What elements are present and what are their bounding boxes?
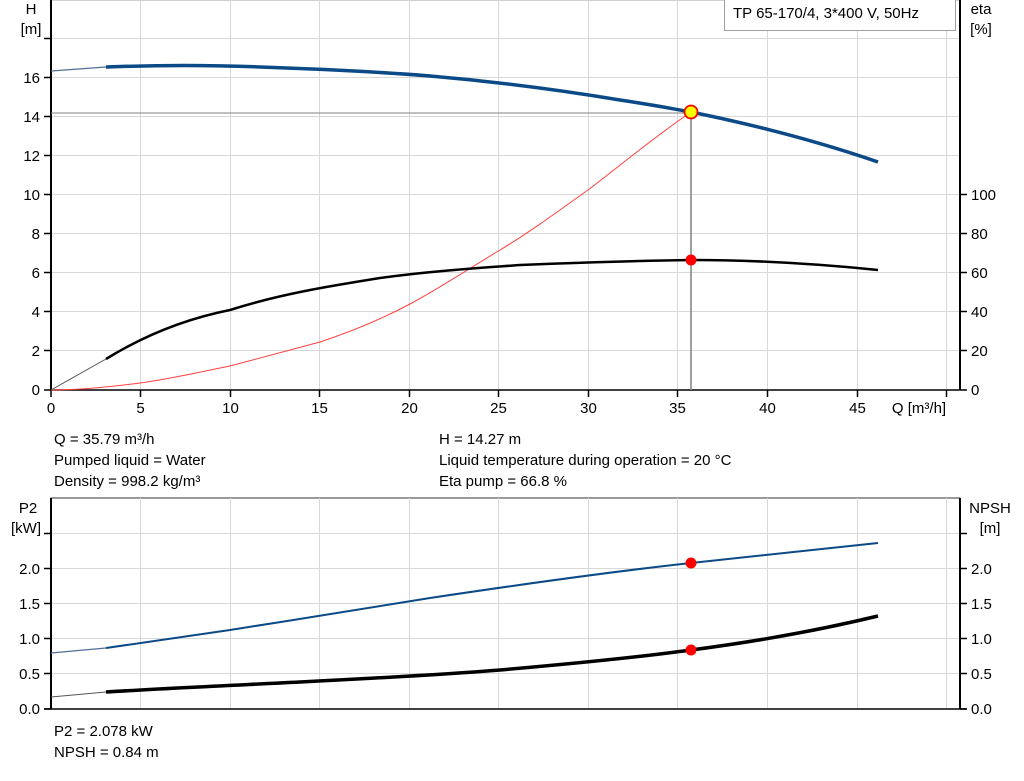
svg-text:15: 15 <box>311 400 328 417</box>
svg-text:6: 6 <box>32 265 40 282</box>
y-axis-unit-kw: [kW] <box>11 520 41 537</box>
p2-curve <box>105 542 879 649</box>
top-chart: H [m] eta [%] Q [m³/h] 0 2 4 6 8 10 12 1… <box>21 0 996 417</box>
pump-title-box: TP 65-170/4, 3*400 V, 50Hz <box>724 0 956 31</box>
bottom-info: P2 = 2.078 kW NPSH = 0.84 m <box>54 721 159 763</box>
svg-text:40: 40 <box>971 304 988 321</box>
svg-text:25: 25 <box>490 400 507 417</box>
svg-text:1.5: 1.5 <box>971 596 992 613</box>
info-pumped-liquid: Pumped liquid = Water <box>54 452 206 469</box>
eta-duty-point <box>685 254 697 266</box>
y-axis-label-h: H <box>26 1 37 18</box>
svg-text:2.0: 2.0 <box>19 561 40 578</box>
svg-text:100: 100 <box>971 187 996 204</box>
svg-text:5: 5 <box>136 400 144 417</box>
svg-text:1.5: 1.5 <box>19 596 40 613</box>
svg-text:35: 35 <box>669 400 686 417</box>
svg-text:0.0: 0.0 <box>19 701 40 718</box>
h-pump-curve <box>105 63 879 164</box>
top-info-left: Q = 35.79 m³/h Pumped liquid = Water Den… <box>54 429 206 492</box>
system-curve <box>50 111 692 391</box>
info-h: H = 14.27 m <box>439 431 522 448</box>
npsh-tick-labels: 0.0 0.5 1.0 1.5 2.0 <box>971 561 992 718</box>
svg-text:0: 0 <box>32 382 40 399</box>
info-p2: P2 = 2.078 kW <box>54 723 153 740</box>
svg-text:0.0: 0.0 <box>971 701 992 718</box>
svg-text:16: 16 <box>23 70 40 87</box>
svg-text:0.5: 0.5 <box>971 666 992 683</box>
svg-text:10: 10 <box>23 187 40 204</box>
info-npsh: NPSH = 0.84 m <box>54 744 159 761</box>
p2-curve-extrapolated <box>50 647 107 654</box>
svg-text:0.5: 0.5 <box>19 666 40 683</box>
p2-duty-point <box>685 557 697 569</box>
y-axis-unit-m: [m] <box>21 21 42 38</box>
svg-text:20: 20 <box>401 400 418 417</box>
svg-text:40: 40 <box>759 400 776 417</box>
y2-axis-label-npsh: NPSH <box>969 500 1011 517</box>
svg-text:30: 30 <box>580 400 597 417</box>
svg-text:2: 2 <box>32 343 40 360</box>
x-axis-label-q: Q [m³/h] <box>892 400 946 417</box>
info-q: Q = 35.79 m³/h <box>54 431 155 448</box>
svg-text:60: 60 <box>971 265 988 282</box>
top-info-right: H = 14.27 m Liquid temperature during op… <box>439 429 731 492</box>
npsh-curve-extrapolated <box>50 691 107 698</box>
npsh-curve <box>105 614 879 694</box>
h-duty-point <box>683 104 699 120</box>
eta-curve <box>105 258 879 361</box>
svg-text:12: 12 <box>23 148 40 165</box>
info-density: Density = 998.2 kg/m³ <box>54 473 201 490</box>
npsh-duty-point <box>685 644 697 656</box>
svg-text:2.0: 2.0 <box>971 561 992 578</box>
svg-text:0: 0 <box>971 382 979 399</box>
p2-tick-labels: 0.0 0.5 1.0 1.5 2.0 <box>19 561 40 718</box>
svg-text:10: 10 <box>222 400 239 417</box>
eta-curve-extrapolated <box>50 358 107 391</box>
svg-text:14: 14 <box>23 109 40 126</box>
info-liquid-temperature: Liquid temperature during operation = 20… <box>439 452 732 469</box>
svg-text:0: 0 <box>47 400 55 417</box>
y-tick-labels: 0 2 4 6 8 10 12 14 16 <box>23 70 40 399</box>
svg-text:20: 20 <box>971 343 988 360</box>
bottom-chart: P2 [kW] NPSH [m] 0.0 0.5 1.0 1.5 2.0 0.0… <box>11 497 1011 718</box>
y2-axis-unit-percent: [%] <box>970 21 992 38</box>
svg-text:45: 45 <box>849 400 866 417</box>
y2-axis-unit-m: [m] <box>980 520 1001 537</box>
x-tick-labels: 0 5 10 15 20 25 30 35 40 45 <box>47 400 866 417</box>
y2-tick-labels: 0 20 40 60 80 100 <box>971 187 996 399</box>
svg-text:1.0: 1.0 <box>971 631 992 648</box>
bottom-grid <box>51 498 960 709</box>
svg-text:8: 8 <box>32 226 40 243</box>
y-axis-label-p2: P2 <box>19 500 37 517</box>
y2-axis-label-eta: eta <box>971 1 993 18</box>
h-curve-extrapolated <box>50 66 107 72</box>
svg-text:4: 4 <box>32 304 40 321</box>
svg-text:80: 80 <box>971 226 988 243</box>
pump-title: TP 65-170/4, 3*400 V, 50Hz <box>733 5 919 22</box>
svg-text:1.0: 1.0 <box>19 631 40 648</box>
info-eta-pump: Eta pump = 66.8 % <box>439 473 567 490</box>
